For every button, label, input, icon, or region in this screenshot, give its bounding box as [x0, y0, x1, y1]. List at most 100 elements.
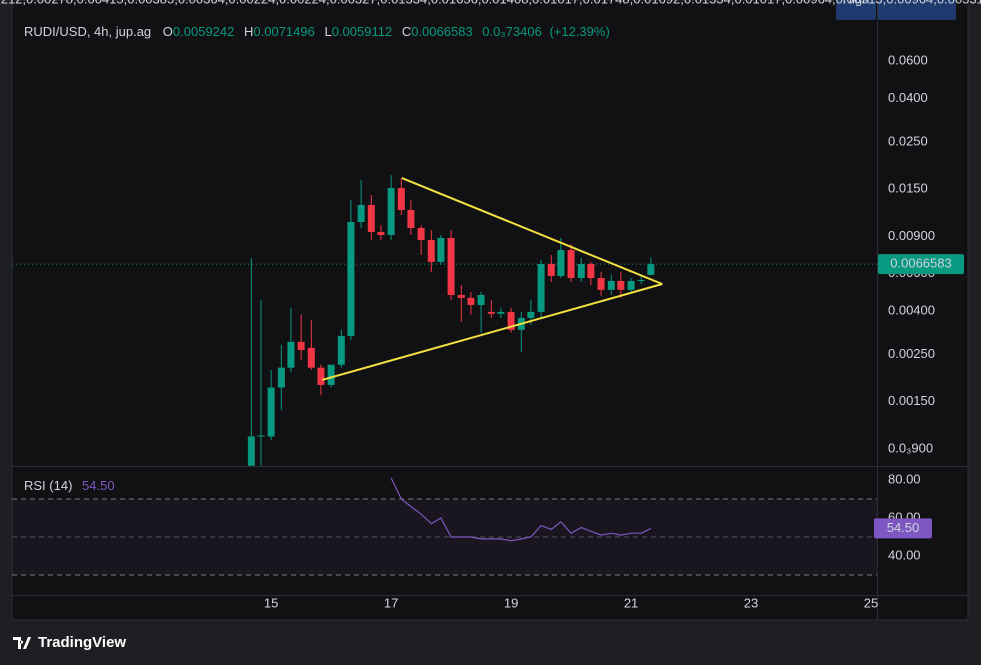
candle [497, 307, 505, 318]
symbol-title: RUDI/USD, 4h, jup.ag [24, 24, 151, 39]
candle-body [317, 367, 325, 385]
candle [287, 307, 295, 373]
y-tick-label: 0.0₃900 [888, 440, 933, 455]
candle [427, 229, 435, 272]
candle-body [287, 341, 295, 368]
ohlc-letter: H [244, 24, 253, 39]
last-price-tag: 0.0066583 [890, 256, 951, 271]
candle [477, 291, 485, 333]
candle [347, 200, 355, 340]
brand-name: TradingView [38, 634, 126, 651]
y-tick-label: 0.00150 [888, 393, 935, 408]
candle-body [437, 237, 445, 262]
candle-body [587, 263, 595, 279]
candle [647, 257, 655, 276]
ohlc-value: 0.0059242 [173, 24, 234, 39]
y-tick-label: 40.00 [888, 547, 921, 562]
candle [567, 244, 575, 282]
candle-body [247, 436, 255, 466]
candle-body [507, 311, 515, 330]
candle-body [457, 294, 465, 298]
candle-body [267, 387, 275, 437]
candle-body [397, 188, 405, 211]
candle-body [617, 280, 625, 290]
candle-body [357, 204, 365, 223]
rsi-value: 54.50 [82, 478, 115, 493]
candle-body [327, 364, 335, 385]
x-tick-label: 15 [264, 595, 278, 610]
candle-body [577, 263, 585, 279]
change-percent: (+12.39%) [549, 24, 609, 39]
y-tick-label: 0.00400 [888, 303, 935, 318]
candle-body [567, 250, 575, 279]
y-tick-label: 0.0400 [888, 90, 928, 105]
candle [407, 200, 415, 236]
candle-body [527, 311, 535, 318]
ohlc-letter: O [163, 24, 173, 39]
candle-body [337, 335, 345, 365]
candle [467, 291, 475, 315]
candle-body [467, 297, 475, 305]
ohlc-value: 0.0066583 [411, 24, 472, 39]
high-tag-bg [878, 0, 956, 20]
candle-body [477, 294, 485, 305]
candle-body [557, 250, 565, 276]
y-tick-label: 0.00250 [888, 346, 935, 361]
candle [587, 261, 595, 286]
candle [607, 275, 615, 295]
high-tag-label-bg [836, 0, 876, 20]
high-tag: 0.00712,0.00452,0.00212,0.00278,0.00415,… [0, 0, 981, 6]
y-tick-label: 0.0150 [888, 181, 928, 196]
candle-body [447, 237, 455, 295]
candle [507, 307, 515, 333]
candle-body [647, 264, 655, 275]
rsi-line [390, 477, 652, 542]
trend-line [401, 177, 663, 285]
x-tick-label: 25 [864, 595, 878, 610]
y-tick-label: 0.0250 [888, 133, 928, 148]
candle [377, 225, 385, 240]
brand-logo: TradingView [13, 634, 126, 651]
candle [537, 259, 545, 318]
candle-body [377, 232, 385, 236]
change-value: 0.0₃73406 [482, 24, 542, 39]
candle [447, 229, 455, 300]
x-tick-label: 21 [624, 595, 638, 610]
candle-body [367, 204, 375, 233]
candle [487, 299, 495, 318]
logo-mark [13, 637, 31, 649]
candle [417, 225, 425, 256]
candle-body [547, 263, 555, 276]
candle [437, 235, 445, 265]
last-price-tag-bg [878, 254, 964, 275]
candle [267, 369, 275, 441]
x-tick-label: 19 [504, 595, 518, 610]
rsi-header: RSI (14) 54.50 [24, 478, 115, 493]
candle [257, 299, 265, 466]
y-tick-label: 0.00900 [888, 228, 935, 243]
candle [597, 271, 605, 296]
candle-body [597, 278, 605, 290]
candle [457, 285, 465, 322]
candle [297, 314, 305, 360]
rsi-title: RSI (14) [24, 478, 72, 493]
candle [387, 175, 395, 240]
candle-body [307, 347, 315, 368]
candle [327, 364, 335, 388]
candle [317, 364, 325, 396]
legend-header: RUDI/USD, 4h, jup.ag O0.0059242 H0.00714… [24, 24, 610, 39]
candle [307, 319, 315, 370]
rsi-tag: 54.50 [887, 520, 920, 535]
x-tick-label: 23 [744, 595, 758, 610]
y-tick-label: 0.0600 [888, 53, 928, 68]
candle [547, 255, 555, 282]
candle [277, 344, 285, 411]
candle-body [627, 280, 635, 290]
candle-body [407, 210, 415, 229]
candle-body [297, 341, 305, 350]
candle-body [637, 279, 645, 281]
rsi-tag-bg [874, 518, 932, 539]
y-tick-label: 80.00 [888, 471, 921, 486]
candle [627, 278, 635, 292]
